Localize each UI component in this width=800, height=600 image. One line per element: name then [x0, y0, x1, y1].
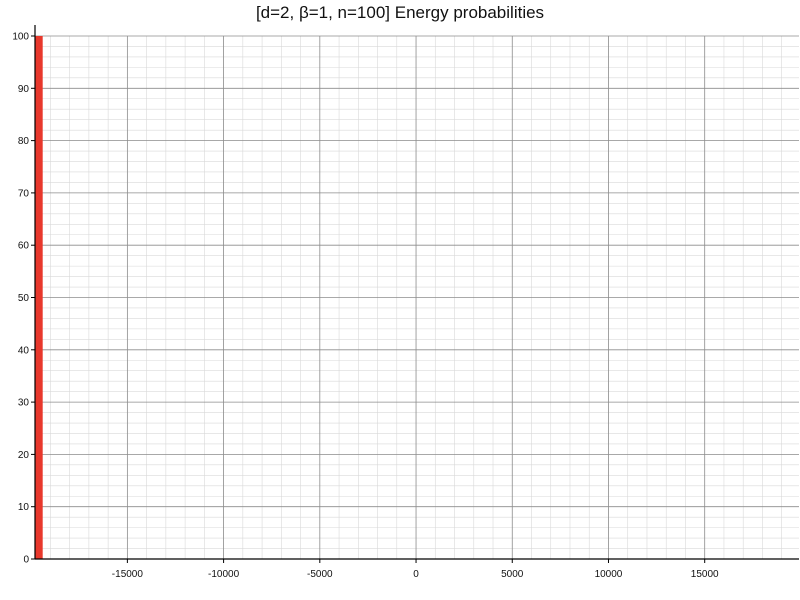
axes: [34, 25, 799, 560]
y-tick-label: 10: [18, 502, 30, 513]
bar: [35, 36, 43, 559]
x-tick-label: 15000: [691, 569, 719, 580]
major-grid: [35, 35, 799, 560]
y-tick-label: 0: [23, 555, 29, 566]
x-axis-ticks: -15000 -10000 -5000 0 5000 10000 15000: [112, 559, 719, 580]
x-tick-label: 5000: [501, 569, 524, 580]
y-axis-ticks: 0 10 20 30 40 50 60 70 80 90 100: [12, 32, 35, 566]
x-tick-label: 0: [413, 569, 419, 580]
chart-title: [d=2, β=1, n=100] Energy probabilities: [255, 3, 545, 22]
y-tick-label: 70: [18, 188, 30, 199]
x-tick-label: -15000: [112, 569, 144, 580]
bars: [35, 36, 43, 559]
y-tick-label: 60: [18, 241, 30, 252]
y-tick-label: 20: [18, 450, 30, 461]
y-tick-label: 90: [18, 84, 30, 95]
y-tick-label: 80: [18, 136, 30, 147]
y-tick-label: 30: [18, 398, 30, 409]
x-tick-label: -10000: [208, 569, 240, 580]
y-tick-label: 50: [18, 293, 30, 304]
y-tick-label: 100: [12, 32, 29, 43]
x-tick-label: -5000: [307, 569, 333, 580]
y-tick-label: 40: [18, 345, 30, 356]
x-tick-label: 10000: [595, 569, 623, 580]
